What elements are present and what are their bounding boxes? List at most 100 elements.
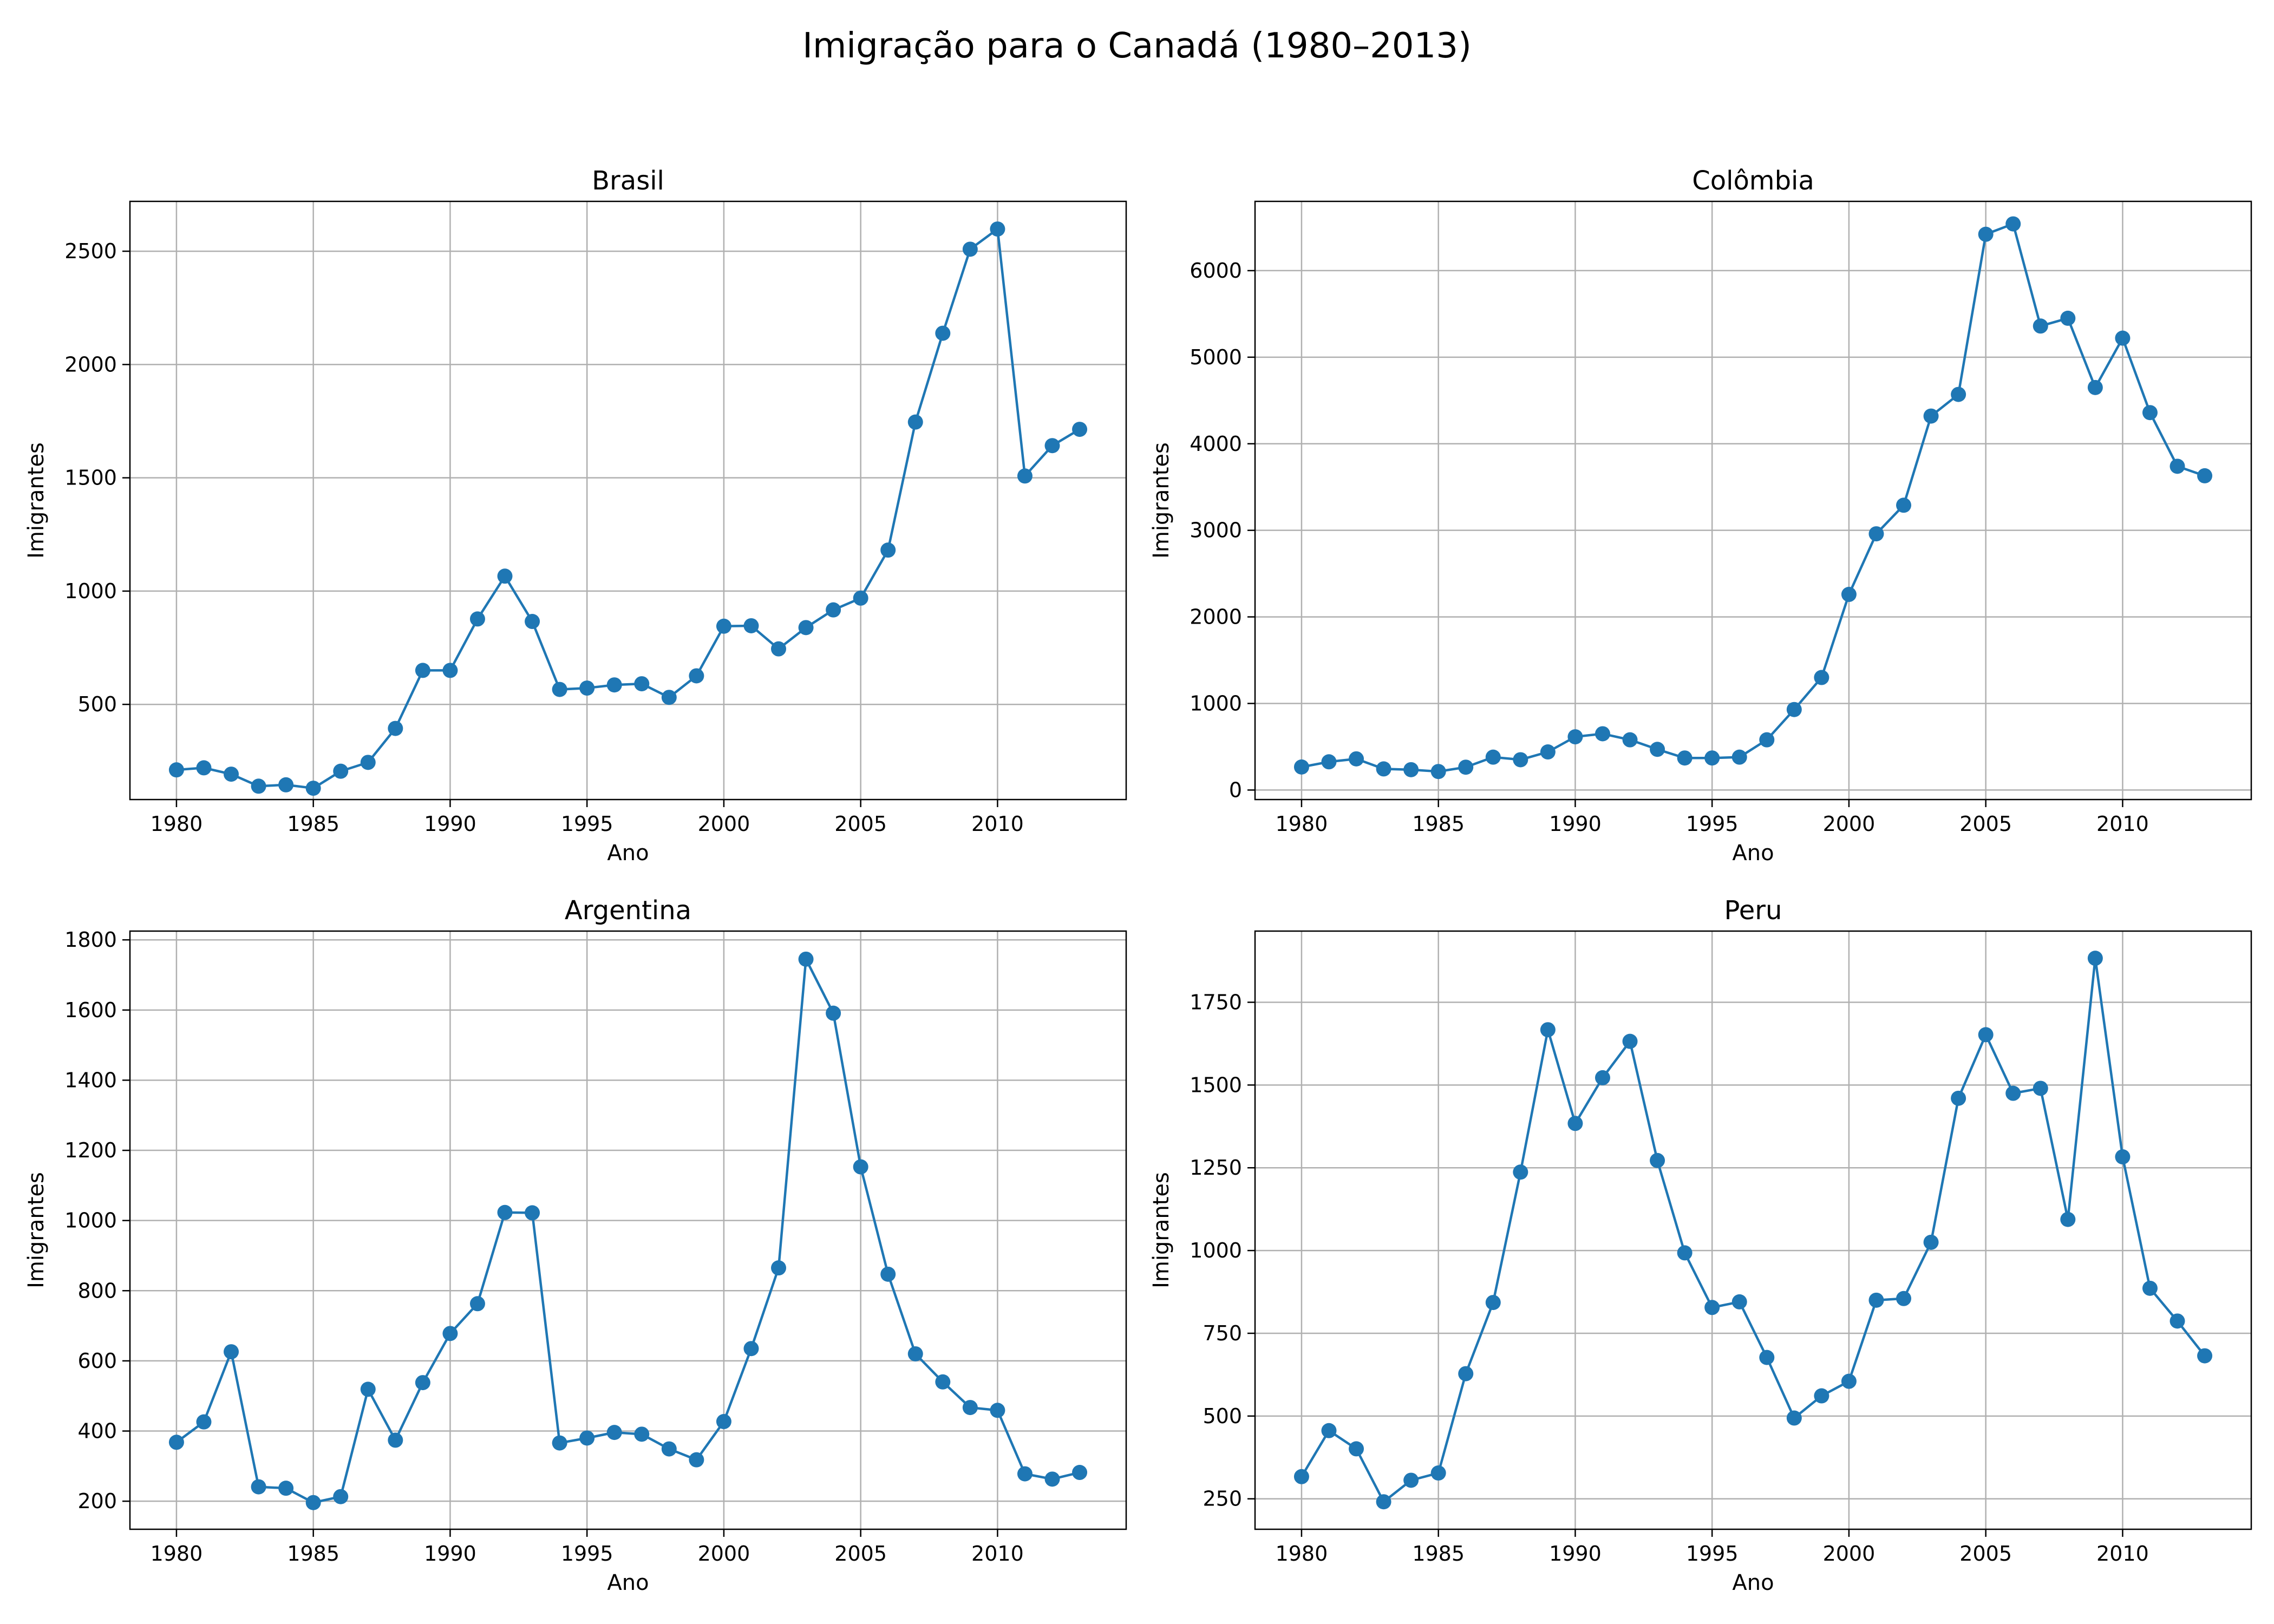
data-point-1995 xyxy=(1704,1300,1720,1315)
data-point-1981 xyxy=(196,760,212,776)
y-axis: 250 500 750 1000 1250 1500 1750 xyxy=(1190,990,1255,1511)
data-point-2001 xyxy=(1868,526,1884,542)
data-point-1983 xyxy=(251,778,266,794)
data-point-1987 xyxy=(1485,749,1501,765)
data-point-2008 xyxy=(935,1374,951,1390)
data-point-2010 xyxy=(990,1403,1005,1418)
data-point-2013 xyxy=(1072,1465,1088,1481)
x-axis-label: Ano xyxy=(607,1570,649,1595)
data-point-1988 xyxy=(388,1432,403,1448)
y-tick-label: 2000 xyxy=(64,352,117,376)
y-tick-label: 200 xyxy=(77,1489,117,1513)
gridlines xyxy=(1255,201,2251,800)
x-tick-label: 2005 xyxy=(1959,1542,2012,1566)
data-point-2003 xyxy=(1923,1234,1939,1250)
y-tick-label: 1000 xyxy=(1190,691,1242,715)
data-point-1995 xyxy=(579,680,595,696)
data-point-1991 xyxy=(1595,726,1610,742)
data-point-1997 xyxy=(634,1426,650,1442)
x-tick-label: 1980 xyxy=(151,812,203,836)
y-tick-label: 2500 xyxy=(64,239,117,263)
data-point-1981 xyxy=(1321,754,1337,770)
data-point-2010 xyxy=(990,221,1005,237)
x-tick-label: 2000 xyxy=(698,1542,750,1566)
data-point-1981 xyxy=(196,1414,212,1430)
data-point-2012 xyxy=(2170,459,2185,474)
y-tick-label: 400 xyxy=(77,1419,117,1443)
data-point-1982 xyxy=(224,767,239,782)
data-point-2007 xyxy=(907,414,923,430)
data-point-2007 xyxy=(2033,318,2048,334)
data-point-1995 xyxy=(1704,750,1720,766)
data-point-1999 xyxy=(1814,1388,1829,1404)
y-axis-label: Imigrantes xyxy=(24,1172,49,1288)
x-tick-label: 2010 xyxy=(971,812,1024,836)
y-axis-label: Imigrantes xyxy=(1149,1172,1174,1288)
x-axis: 1980 1985 1990 1995 2000 2005 2010 xyxy=(151,800,1024,836)
data-point-2000 xyxy=(716,618,731,634)
data-point-2009 xyxy=(2087,951,2103,966)
x-tick-label: 1980 xyxy=(1276,1542,1328,1566)
data-point-2011 xyxy=(2142,1280,2158,1296)
x-axis: 1980 1985 1990 1995 2000 2005 2010 xyxy=(151,1529,1024,1566)
x-tick-label: 2005 xyxy=(834,1542,887,1566)
data-point-1993 xyxy=(525,614,540,630)
data-point-1988 xyxy=(388,721,403,736)
data-points xyxy=(1293,951,2213,1510)
panel-title: Peru xyxy=(1724,895,1782,926)
data-point-1994 xyxy=(1677,750,1693,766)
plot-frame xyxy=(1254,200,2252,801)
data-point-2003 xyxy=(798,951,814,967)
data-point-2001 xyxy=(1868,1292,1884,1308)
x-tick-label: 2000 xyxy=(1823,1542,1876,1566)
panel-title: Brasil xyxy=(592,166,664,196)
data-point-1990 xyxy=(442,1326,458,1341)
data-point-1989 xyxy=(1540,1022,1556,1038)
data-point-2012 xyxy=(2170,1313,2185,1329)
data-point-2010 xyxy=(2115,1149,2131,1165)
data-point-2005 xyxy=(853,1159,868,1175)
data-point-1984 xyxy=(278,1481,294,1496)
data-point-2000 xyxy=(1841,587,1857,603)
gridlines xyxy=(1255,931,2251,1529)
plot-frame xyxy=(1254,930,2252,1530)
series-line-brasil xyxy=(176,227,1081,790)
data-point-1998 xyxy=(661,690,677,705)
data-point-1997 xyxy=(634,676,650,692)
x-axis: 1980 1985 1990 1995 2000 2005 2010 xyxy=(1276,1529,2149,1566)
data-point-2000 xyxy=(1841,1373,1857,1389)
data-point-1980 xyxy=(1293,759,1309,775)
data-point-1983 xyxy=(251,1479,266,1495)
figure-title: Imigração para o Canadá (1980–2013) xyxy=(802,26,1472,66)
data-point-2006 xyxy=(880,1266,896,1282)
x-tick-label: 1990 xyxy=(424,1542,476,1566)
data-point-1984 xyxy=(1403,1472,1419,1488)
data-point-2006 xyxy=(2005,216,2021,232)
y-tick-label: 600 xyxy=(77,1349,117,1373)
data-point-1999 xyxy=(689,668,704,684)
data-point-1987 xyxy=(360,755,376,770)
data-point-1996 xyxy=(606,1425,622,1440)
x-tick-label: 1990 xyxy=(424,812,476,836)
data-point-2004 xyxy=(1951,387,1966,402)
data-point-1980 xyxy=(168,1435,184,1450)
data-point-1990 xyxy=(442,663,458,678)
data-point-1983 xyxy=(1376,1494,1391,1510)
data-point-2003 xyxy=(1923,408,1939,424)
x-axis-label: Ano xyxy=(1732,841,1774,866)
data-point-2008 xyxy=(935,325,951,341)
data-point-1982 xyxy=(1349,1441,1364,1457)
data-point-1989 xyxy=(415,1375,430,1391)
data-point-2011 xyxy=(1017,1466,1033,1482)
x-tick-label: 2010 xyxy=(2096,812,2149,836)
panel-title: Argentina xyxy=(565,895,691,926)
data-point-2005 xyxy=(1978,1027,1994,1043)
y-tick-label: 750 xyxy=(1203,1321,1242,1345)
y-tick-label: 3000 xyxy=(1190,519,1242,542)
y-tick-label: 1800 xyxy=(64,928,117,952)
y-tick-label: 1250 xyxy=(1190,1156,1242,1180)
x-tick-label: 2000 xyxy=(1823,812,1876,836)
data-point-1988 xyxy=(1513,1164,1528,1180)
plot-frame xyxy=(129,200,1127,801)
